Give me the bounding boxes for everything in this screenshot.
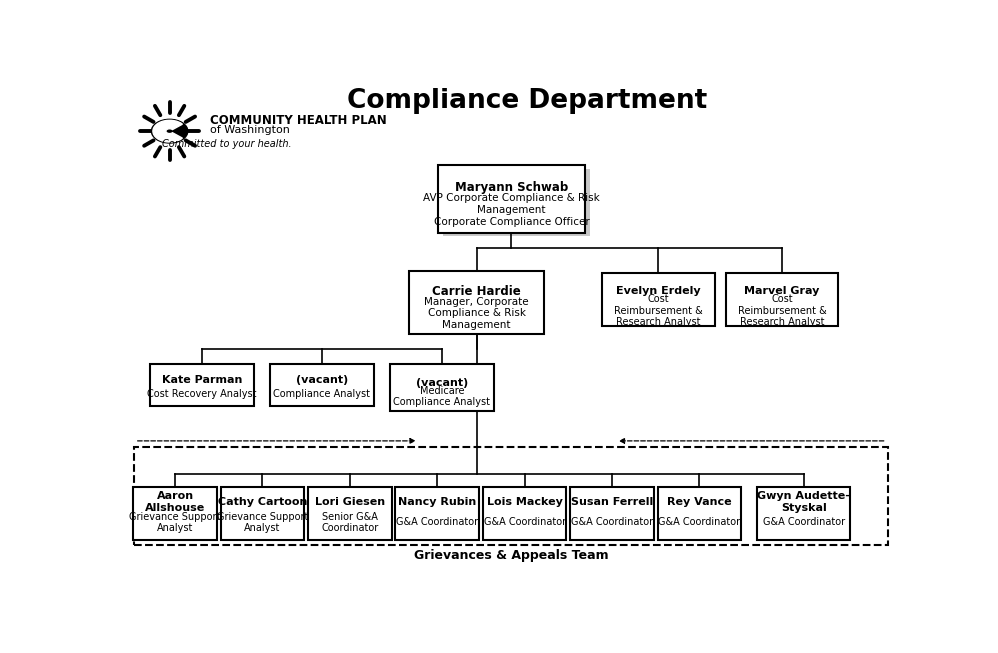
Text: Nancy Rubin: Nancy Rubin xyxy=(398,497,476,507)
Text: Evelyn Erdely: Evelyn Erdely xyxy=(616,285,701,296)
Text: Compliance Analyst: Compliance Analyst xyxy=(273,389,370,399)
FancyBboxPatch shape xyxy=(727,273,838,326)
FancyBboxPatch shape xyxy=(483,487,567,539)
FancyBboxPatch shape xyxy=(658,487,742,539)
Text: Senior G&A
Coordinator: Senior G&A Coordinator xyxy=(321,511,378,533)
Text: Susan Ferrell: Susan Ferrell xyxy=(571,497,653,507)
Text: Manager, Corporate
Compliance & Risk
Management: Manager, Corporate Compliance & Risk Man… xyxy=(424,296,529,330)
FancyBboxPatch shape xyxy=(438,165,585,233)
FancyBboxPatch shape xyxy=(409,271,544,334)
Text: Cost
Reimbursement &
Research Analyst: Cost Reimbursement & Research Analyst xyxy=(738,294,826,327)
Text: of Washington: of Washington xyxy=(210,125,289,135)
Text: (vacant): (vacant) xyxy=(416,377,468,388)
FancyBboxPatch shape xyxy=(269,364,374,406)
Text: COMMUNITY HEALTH PLAN: COMMUNITY HEALTH PLAN xyxy=(210,114,386,127)
Text: AVP Corporate Compliance & Risk
Management
Corporate Compliance Officer: AVP Corporate Compliance & Risk Manageme… xyxy=(423,193,600,227)
Text: G&A Coordinator: G&A Coordinator xyxy=(571,517,653,528)
Text: Medicare
Compliance Analyst: Medicare Compliance Analyst xyxy=(393,386,490,407)
Text: Cost
Reimbursement &
Research Analyst: Cost Reimbursement & Research Analyst xyxy=(614,294,703,327)
Circle shape xyxy=(152,119,188,143)
Text: Compliance Department: Compliance Department xyxy=(347,88,707,114)
Text: G&A Coordinator: G&A Coordinator xyxy=(659,517,741,528)
Text: Carrie Hardie: Carrie Hardie xyxy=(432,285,521,298)
Text: Aaron
Allshouse: Aaron Allshouse xyxy=(145,492,206,513)
Text: Gwyn Audette-
Styskal: Gwyn Audette- Styskal xyxy=(757,492,850,513)
FancyBboxPatch shape xyxy=(221,487,304,539)
FancyBboxPatch shape xyxy=(443,168,591,236)
Text: Marvel Gray: Marvel Gray xyxy=(745,285,820,296)
FancyBboxPatch shape xyxy=(134,487,217,539)
Text: Maryann Schwab: Maryann Schwab xyxy=(455,182,568,195)
Text: Grievances & Appeals Team: Grievances & Appeals Team xyxy=(414,549,609,562)
Text: Cathy Cartoon: Cathy Cartoon xyxy=(218,497,307,507)
Text: Lori Giesen: Lori Giesen xyxy=(314,497,385,507)
FancyBboxPatch shape xyxy=(603,273,715,326)
Text: Grievance Support
Analyst: Grievance Support Analyst xyxy=(130,511,221,533)
FancyBboxPatch shape xyxy=(150,364,254,406)
Circle shape xyxy=(153,120,187,142)
FancyBboxPatch shape xyxy=(389,364,494,411)
Text: Rey Vance: Rey Vance xyxy=(667,497,732,507)
Text: Committed to your health.: Committed to your health. xyxy=(162,138,291,149)
Text: (vacant): (vacant) xyxy=(295,375,348,385)
FancyBboxPatch shape xyxy=(395,487,479,539)
Text: Kate Parman: Kate Parman xyxy=(162,375,243,385)
Wedge shape xyxy=(153,120,183,142)
FancyBboxPatch shape xyxy=(308,487,391,539)
Text: G&A Coordinator: G&A Coordinator xyxy=(762,517,845,528)
Text: G&A Coordinator: G&A Coordinator xyxy=(484,517,566,528)
Text: Grievance Support
Analyst: Grievance Support Analyst xyxy=(217,511,308,533)
FancyBboxPatch shape xyxy=(570,487,654,539)
FancyBboxPatch shape xyxy=(757,487,850,539)
Text: Lois Mackey: Lois Mackey xyxy=(487,497,563,507)
Text: G&A Coordinator: G&A Coordinator xyxy=(396,517,478,528)
Text: Cost Recovery Analyst: Cost Recovery Analyst xyxy=(148,389,256,399)
